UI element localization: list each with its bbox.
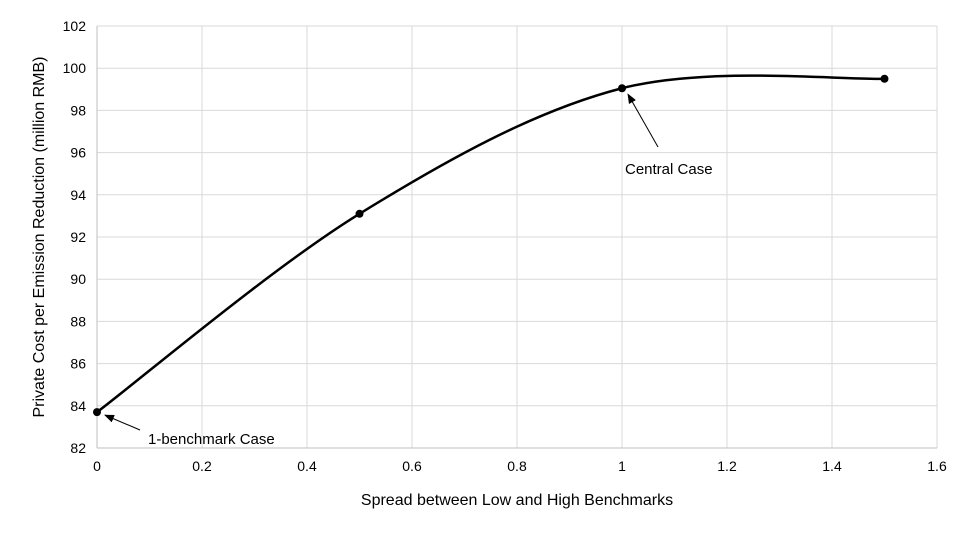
x-axis-title: Spread between Low and High Benchmarks xyxy=(361,492,673,509)
y-tick-label: 88 xyxy=(70,313,86,329)
x-tick-label: 0.4 xyxy=(297,458,317,474)
x-tick-label: 0.8 xyxy=(507,458,527,474)
x-tick-label: 0.2 xyxy=(192,458,212,474)
data-point xyxy=(93,408,101,417)
series xyxy=(93,74,889,417)
x-tick-label: 1.2 xyxy=(717,458,737,474)
y-tick-label: 82 xyxy=(70,440,86,456)
y-tick-label: 92 xyxy=(70,229,86,245)
y-tick-label: 102 xyxy=(63,18,87,34)
annotation-label: 1-benchmark Case xyxy=(148,431,275,448)
y-tick-label: 96 xyxy=(70,145,86,161)
grid xyxy=(97,25,938,448)
y-tick-label: 98 xyxy=(70,102,86,118)
y-axis-title: Private Cost per Emission Reduction (mil… xyxy=(31,57,48,418)
series-line xyxy=(96,74,885,414)
data-point xyxy=(618,84,626,93)
x-tick-label: 1 xyxy=(618,458,626,474)
annotation-arrow xyxy=(627,93,659,148)
y-tick-label: 100 xyxy=(63,60,87,76)
axes: 0 0.2 0.4 0.6 0.8 1 1.2 1.4 1.6 82 84 86 88 90 92 94 96 9… xyxy=(63,18,947,474)
x-tick-label: 1.4 xyxy=(822,458,842,474)
annotation-label: Central Case xyxy=(625,161,713,178)
y-tick-label: 90 xyxy=(70,271,86,287)
x-tick-label: 1.6 xyxy=(927,458,947,474)
y-tick-label: 84 xyxy=(70,398,86,414)
y-tick-label: 86 xyxy=(70,356,86,372)
annotations: 1-benchmark Case Central Case xyxy=(104,93,713,448)
x-tick-label: 0.6 xyxy=(402,458,422,474)
data-point xyxy=(880,74,889,83)
data-point xyxy=(355,209,364,218)
x-tick-label: 0 xyxy=(93,458,101,474)
y-tick-label: 94 xyxy=(70,187,86,203)
annotation-arrow xyxy=(104,414,141,431)
